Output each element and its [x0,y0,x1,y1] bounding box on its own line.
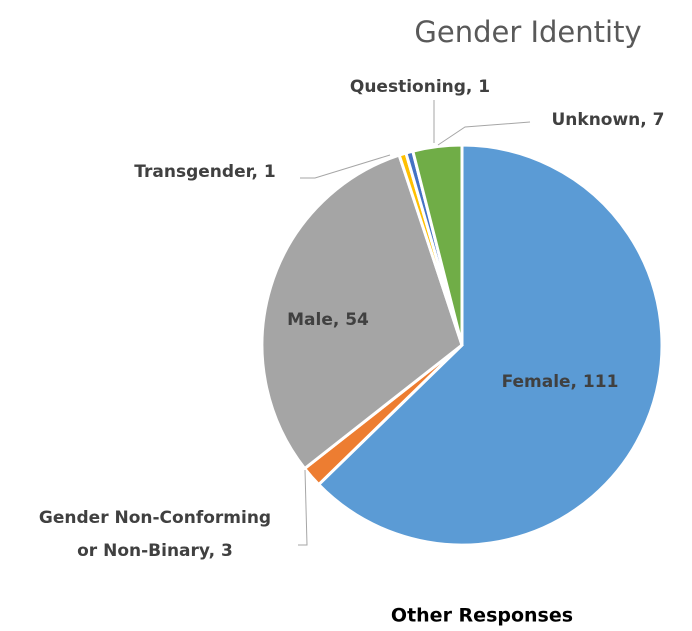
data-label-line: or Non-Binary, 3 [77,541,233,561]
leader-line [300,154,391,179]
data-label-line: Gender Non-Conforming [39,508,271,528]
pie-slice [260,153,464,471]
data-label: Female, 111 [502,372,619,392]
chart-title: Gender Identity [414,15,641,49]
data-label: Male, 54 [287,310,369,330]
pie-slice [316,143,664,547]
footer: Other Responses [391,605,573,627]
data-label: Unknown, 7 [551,110,664,130]
data-label: Questioning, 1 [350,77,490,97]
pie-slice [410,143,464,346]
data-label: Gender Non-Conforming or Non-Binary, 3 [39,508,271,561]
data-label: Transgender, 1 [134,162,275,182]
leader-line [437,121,531,146]
leader-line [298,469,308,546]
